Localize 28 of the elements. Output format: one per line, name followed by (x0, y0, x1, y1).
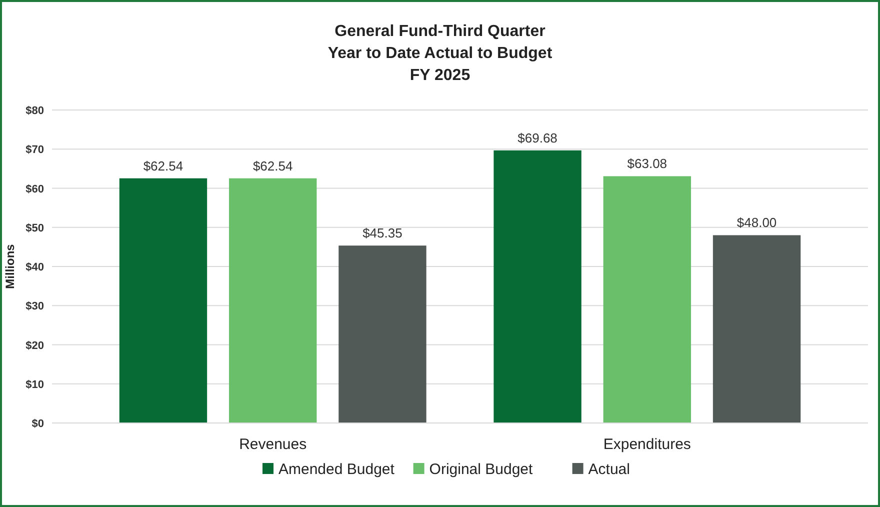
bar (228, 178, 317, 423)
y-tick-label: $70 (26, 144, 44, 156)
data-label: $69.68 (518, 130, 558, 146)
bar (119, 178, 208, 423)
bar (712, 235, 801, 423)
y-tick-label: $60 (26, 183, 44, 196)
y-tick-label: $50 (26, 222, 44, 234)
x-tick-label: Revenues (239, 436, 307, 453)
legend-label: Actual (588, 461, 630, 478)
legend-label: Amended Budget (278, 461, 396, 478)
data-label: $48.00 (736, 215, 777, 230)
y-tick-label: $40 (26, 262, 44, 274)
y-axis-title: Millions (3, 244, 17, 289)
y-tick-label: $30 (26, 300, 44, 313)
chart-title: General Fund-Third Quarter Year to Date Actual to Budget FY 2025 (328, 23, 553, 84)
bar (494, 150, 582, 423)
bar (338, 246, 426, 423)
data-label: $62.54 (143, 158, 184, 174)
y-tick-label: $80 (26, 105, 44, 117)
data-label: $62.54 (252, 158, 293, 174)
data-label: $63.08 (627, 156, 668, 172)
bar (603, 176, 692, 423)
y-tick-label: $0 (32, 418, 44, 430)
legend-label: Original Budget (429, 461, 534, 478)
x-tick-label: Expenditures (603, 436, 691, 453)
y-tick-label: $20 (26, 340, 44, 352)
data-label: $45.35 (362, 226, 402, 241)
y-tick-label: $10 (26, 378, 44, 391)
